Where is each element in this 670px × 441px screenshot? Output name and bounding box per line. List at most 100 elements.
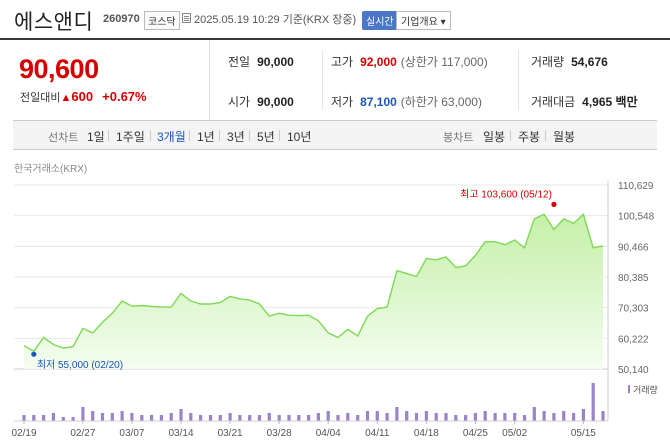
- volume-bar: [464, 415, 468, 421]
- y-tick-label: 60,222: [618, 334, 649, 345]
- divider: [510, 130, 511, 141]
- stat-high: 고가 92,000 (상한가 117,000): [331, 55, 488, 69]
- chart-period-tabs: 선차트 1일 1주일 3개월 1년 3년 5년 10년 봉차트 일봉 주봉 월봉: [13, 120, 657, 150]
- volume-bar: [307, 415, 311, 421]
- volume-legend-label: 거래량: [633, 384, 658, 395]
- tab-10y[interactable]: 10년: [287, 130, 312, 144]
- volume-bar: [110, 413, 114, 421]
- volume-legend-swatch: [628, 385, 630, 393]
- max-marker: [551, 201, 557, 207]
- volume-bar: [287, 415, 291, 421]
- volume-bar: [120, 411, 124, 421]
- y-tick-label: 110,629: [618, 181, 654, 192]
- stat-low: 저가 87,100 (하한가 63,000): [331, 95, 482, 109]
- volume-bar: [454, 415, 458, 421]
- volume-bar: [61, 417, 65, 421]
- volume-bar: [522, 415, 527, 421]
- volume-bar: [208, 415, 213, 421]
- volume-bar: [532, 407, 536, 421]
- volume-bar: [473, 413, 477, 421]
- realtime-button[interactable]: 실시간: [362, 11, 398, 30]
- price-line: [23, 213, 604, 353]
- candle-chart-label: 봉차트: [443, 132, 474, 144]
- volume-bar: [542, 411, 546, 421]
- volume-bar: [51, 413, 55, 421]
- volume-bar: [71, 417, 75, 421]
- y-tick-label: 70,303: [618, 304, 649, 315]
- volume-bar: [42, 415, 46, 421]
- compare-label: 전일대비: [20, 92, 61, 104]
- price-summary: 90,600 전일대비▲600 +0.67%: [0, 40, 210, 120]
- price-change-pct: +0.67%: [102, 89, 147, 104]
- volume-bar: [336, 415, 340, 421]
- volume-bar: [248, 415, 252, 421]
- volume-bar: [513, 413, 517, 421]
- volume-bar: [100, 413, 105, 421]
- market-badge: 코스닥: [144, 11, 180, 30]
- divider: [518, 50, 519, 110]
- exchange-label: 한국거래소(KRX): [14, 164, 88, 175]
- stock-header: 에스앤디 260970 코스닥 2025.05.19 10:29 기준(KRX …: [0, 0, 670, 40]
- divider: [219, 130, 220, 141]
- tab-5y[interactable]: 5년: [257, 130, 275, 144]
- volume-bar: [483, 411, 487, 421]
- volume-bar: [356, 415, 360, 421]
- price-area: [24, 214, 603, 369]
- y-tick-label: 100,548: [618, 212, 655, 223]
- divider: [150, 130, 151, 141]
- x-tick-label: 02/27: [70, 428, 95, 439]
- tab-daily[interactable]: 일봉: [483, 130, 506, 144]
- timestamp: 2025.05.19 10:29 기준(KRX 장중): [194, 14, 357, 26]
- volume-bar: [218, 415, 222, 421]
- volume-bar: [179, 409, 183, 421]
- volume-bar: [267, 413, 271, 421]
- x-tick-label: 04/25: [463, 428, 488, 439]
- tab-3y[interactable]: 3년: [227, 130, 245, 144]
- volume-bar: [297, 415, 301, 421]
- price-change-row: 전일대비▲600 +0.67%: [20, 89, 147, 105]
- volume-bar: [316, 413, 320, 421]
- volume-bar: [238, 415, 242, 421]
- x-tick-label: 03/21: [218, 428, 243, 439]
- up-arrow-icon: ▲: [60, 92, 72, 104]
- volume-bar: [503, 413, 507, 421]
- max-annotation: 최고 103,600 (05/12): [460, 188, 552, 200]
- tab-1y[interactable]: 1년: [197, 130, 215, 144]
- volume-bar: [22, 415, 26, 421]
- divider: [249, 130, 250, 141]
- volume-bar: [434, 413, 438, 421]
- price-change: 600: [71, 89, 94, 104]
- stat-open: 시가 90,000: [228, 95, 294, 109]
- volume-bar: [326, 411, 330, 421]
- divider: [322, 50, 323, 110]
- volume-bar: [189, 413, 193, 421]
- stock-code: 260970: [103, 13, 140, 25]
- min-annotation: 최저 55,000 (02/20): [37, 359, 123, 371]
- tab-1w[interactable]: 1주일: [116, 130, 145, 144]
- volume-bar: [562, 411, 566, 421]
- tab-weekly[interactable]: 주봉: [518, 130, 541, 144]
- company-info-dropdown[interactable]: 기업개요 ▾: [396, 11, 451, 30]
- x-tick-label: 02/19: [11, 428, 36, 439]
- tab-1d[interactable]: 1일: [87, 130, 105, 144]
- x-tick-label: 04/04: [316, 428, 341, 439]
- x-tick-label: 03/07: [119, 428, 144, 439]
- tab-3m[interactable]: 3개월: [157, 130, 186, 144]
- volume-bar: [493, 413, 497, 421]
- volume-bar: [32, 415, 36, 421]
- divider: [189, 130, 190, 141]
- volume-bar: [405, 411, 409, 421]
- volume-bar: [572, 413, 576, 421]
- stat-trade-value: 거래대금 4,965 백만: [531, 95, 638, 109]
- y-tick-label: 50,140: [618, 365, 649, 376]
- volume-bar: [365, 411, 370, 421]
- volume-bar: [91, 411, 95, 421]
- volume-bar: [150, 415, 154, 421]
- volume-bar: [414, 413, 419, 421]
- tab-monthly[interactable]: 월봉: [553, 130, 576, 144]
- volume-bar: [81, 407, 85, 421]
- volume-bar: [591, 383, 595, 421]
- volume-bar: [169, 413, 173, 421]
- divider: [279, 130, 280, 141]
- volume-bar: [159, 415, 163, 421]
